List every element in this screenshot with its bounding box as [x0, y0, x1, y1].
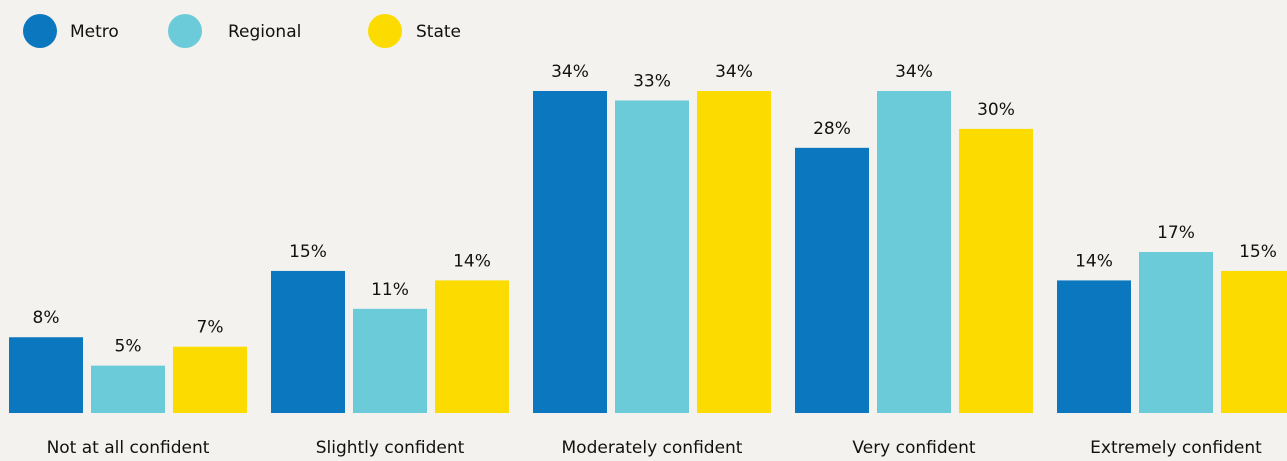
x-tick-label: Extremely confident [1090, 438, 1262, 458]
legend-swatch [368, 14, 402, 48]
value-label: 5% [115, 337, 142, 357]
value-label: 34% [715, 62, 753, 82]
bar [959, 128, 1033, 413]
bar [615, 100, 689, 414]
value-label: 14% [1075, 251, 1113, 271]
bar [1221, 270, 1287, 413]
legend-swatch [23, 14, 57, 48]
bar [91, 365, 165, 413]
x-tick-label: Moderately confident [562, 438, 743, 458]
bar [435, 280, 509, 413]
bar [9, 337, 83, 413]
bar [1139, 252, 1213, 413]
value-label: 8% [33, 308, 60, 328]
value-label: 30% [977, 100, 1015, 120]
bar [697, 91, 771, 413]
value-label: 11% [371, 280, 409, 300]
value-label: 28% [813, 119, 851, 139]
value-label: 34% [895, 62, 933, 82]
bar [353, 308, 427, 413]
legend-label: Metro [70, 22, 119, 42]
x-tick-label: Slightly confident [316, 438, 465, 458]
bar [1057, 280, 1131, 413]
legend-label: Regional [228, 22, 301, 42]
bar [877, 91, 951, 413]
value-label: 15% [1239, 242, 1277, 262]
legend-label: State [416, 22, 461, 42]
value-label: 7% [197, 318, 224, 338]
bar [533, 91, 607, 413]
value-label: 17% [1157, 223, 1195, 243]
x-tick-label: Not at all confident [47, 438, 210, 458]
value-label: 15% [289, 242, 327, 262]
bar [795, 147, 869, 413]
legend-swatch [168, 14, 202, 48]
x-tick-label: Very confident [852, 438, 975, 458]
value-label: 14% [453, 251, 491, 271]
value-label: 34% [551, 62, 589, 82]
bar [173, 346, 247, 413]
bar [271, 270, 345, 413]
value-label: 33% [633, 71, 671, 91]
